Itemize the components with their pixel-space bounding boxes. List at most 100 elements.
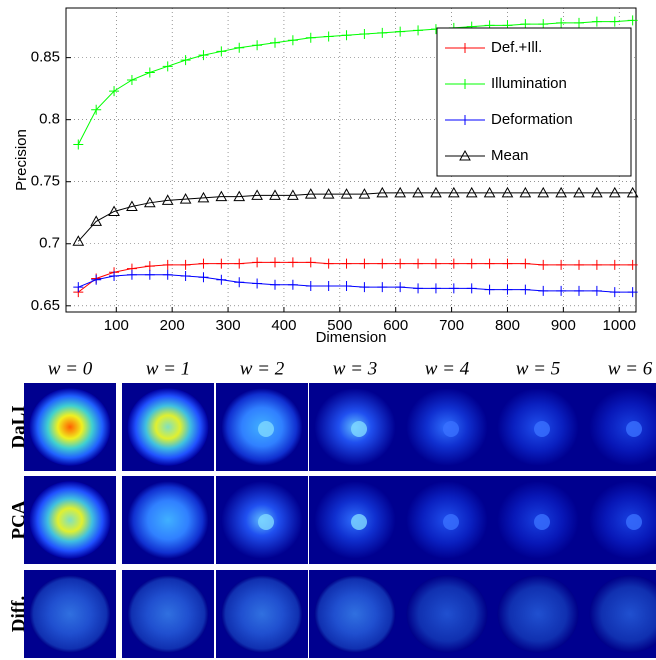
heatmap-blob bbox=[406, 575, 488, 653]
x-axis-label: Dimension bbox=[316, 329, 387, 346]
heatmap-blob bbox=[497, 575, 579, 653]
column-title: w = 2 bbox=[240, 358, 285, 379]
marker bbox=[591, 259, 602, 270]
marker bbox=[323, 280, 334, 291]
y-tick-label: 0.8 bbox=[39, 111, 60, 128]
marker bbox=[180, 271, 191, 282]
marker bbox=[233, 190, 246, 202]
line-chart: 0.65 0.7 0.75 0.8 0.85 100 200 300 400 500 600 700 8… bbox=[13, 7, 639, 346]
legend-label: Mean bbox=[491, 147, 529, 164]
marker bbox=[304, 188, 317, 199]
marker bbox=[448, 258, 459, 269]
y-tick-label: 0.75 bbox=[31, 173, 60, 190]
legend-label: Def.+Ill. bbox=[491, 39, 542, 56]
y-tick-label: 0.7 bbox=[39, 235, 60, 252]
marker bbox=[394, 186, 407, 198]
marker bbox=[126, 269, 137, 280]
marker bbox=[162, 259, 173, 270]
x-tick-label: 600 bbox=[383, 317, 408, 334]
column-title: w = 5 bbox=[516, 358, 561, 379]
column-title: w = 0 bbox=[48, 358, 93, 379]
marker bbox=[555, 186, 567, 198]
marker bbox=[161, 194, 174, 205]
marker bbox=[591, 186, 603, 198]
marker bbox=[180, 259, 191, 270]
marker bbox=[520, 19, 531, 30]
marker bbox=[359, 282, 370, 293]
marker bbox=[574, 259, 584, 270]
heatmap-blob bbox=[314, 575, 396, 653]
heatmap-spot bbox=[534, 421, 550, 437]
marker bbox=[556, 259, 567, 270]
marker bbox=[270, 37, 280, 48]
heatmap-blob bbox=[127, 481, 209, 559]
marker bbox=[412, 186, 424, 198]
y-tick-label: 0.65 bbox=[31, 297, 60, 314]
marker bbox=[556, 17, 567, 28]
marker bbox=[574, 285, 584, 296]
marker bbox=[305, 32, 316, 43]
marker bbox=[430, 283, 441, 294]
marker bbox=[413, 25, 424, 36]
marker bbox=[537, 186, 550, 198]
marker bbox=[609, 16, 620, 27]
marker bbox=[413, 258, 424, 269]
marker bbox=[143, 196, 156, 208]
x-tick-label: 200 bbox=[160, 317, 185, 334]
marker bbox=[430, 258, 441, 269]
marker bbox=[465, 186, 478, 198]
marker bbox=[270, 257, 280, 268]
heatmap-spot bbox=[351, 514, 367, 530]
marker bbox=[252, 257, 263, 268]
marker bbox=[215, 190, 228, 202]
marker bbox=[377, 258, 388, 269]
marker bbox=[287, 35, 298, 46]
marker bbox=[608, 186, 621, 198]
marker bbox=[323, 258, 334, 269]
marker bbox=[341, 30, 352, 41]
marker bbox=[359, 258, 370, 269]
series-line bbox=[78, 274, 633, 293]
heatmap-blob bbox=[127, 388, 209, 466]
marker bbox=[395, 258, 406, 269]
heatmap-blob bbox=[589, 481, 656, 559]
marker bbox=[234, 258, 245, 269]
column-title: w = 4 bbox=[425, 358, 470, 379]
column-title: w = 1 bbox=[146, 358, 191, 379]
legend-label: Illumination bbox=[491, 75, 567, 92]
heatmap-spot bbox=[443, 421, 459, 437]
marker bbox=[180, 55, 191, 66]
marker bbox=[430, 186, 442, 198]
x-tick-label: 1000 bbox=[603, 317, 636, 334]
marker bbox=[609, 287, 620, 298]
legend-label: Deformation bbox=[491, 111, 573, 128]
heatmap-spot bbox=[351, 421, 367, 437]
marker bbox=[448, 283, 459, 294]
x-tick-label: 900 bbox=[551, 317, 576, 334]
marker bbox=[591, 285, 602, 296]
marker bbox=[501, 186, 514, 198]
marker bbox=[179, 193, 192, 204]
y-axis-label: Precision bbox=[13, 129, 30, 191]
series-line bbox=[77, 261, 633, 293]
marker bbox=[341, 258, 352, 269]
marker bbox=[483, 186, 496, 198]
marker bbox=[109, 271, 120, 282]
heatmap-blob bbox=[589, 388, 656, 466]
marker bbox=[573, 186, 585, 198]
marker bbox=[251, 189, 263, 200]
marker bbox=[91, 104, 102, 115]
series-line bbox=[77, 192, 633, 242]
marker bbox=[574, 17, 584, 28]
marker bbox=[484, 284, 495, 295]
marker bbox=[502, 258, 513, 269]
legend-marker bbox=[460, 115, 470, 125]
marker bbox=[556, 285, 567, 296]
legend-box bbox=[436, 27, 632, 177]
marker bbox=[109, 86, 120, 97]
x-tick-label: 700 bbox=[439, 317, 464, 334]
heatmap-spot bbox=[443, 514, 459, 530]
marker bbox=[447, 186, 460, 198]
marker bbox=[198, 50, 209, 61]
plot-frame bbox=[65, 7, 637, 313]
